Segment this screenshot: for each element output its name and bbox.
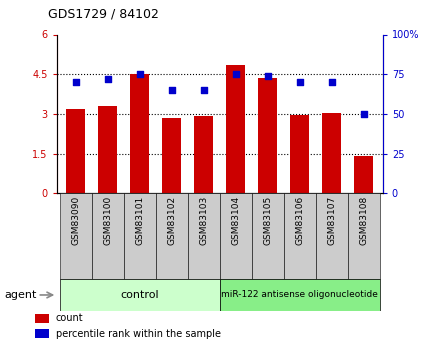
Text: GSM83105: GSM83105	[263, 196, 272, 245]
Text: GSM83101: GSM83101	[135, 196, 144, 245]
Point	[136, 71, 143, 77]
Text: percentile rank within the sample: percentile rank within the sample	[56, 329, 220, 339]
FancyBboxPatch shape	[59, 193, 92, 279]
Bar	[257, 78, 276, 193]
FancyBboxPatch shape	[187, 193, 219, 279]
FancyBboxPatch shape	[315, 193, 347, 279]
Text: GDS1729 / 84102: GDS1729 / 84102	[48, 8, 158, 21]
Bar	[289, 115, 309, 193]
Point	[232, 71, 239, 77]
Point	[200, 87, 207, 93]
Bar	[226, 65, 245, 193]
Bar	[35, 329, 49, 338]
Point	[359, 111, 366, 117]
FancyBboxPatch shape	[251, 193, 283, 279]
Text: GSM83104: GSM83104	[230, 196, 240, 245]
FancyBboxPatch shape	[347, 193, 379, 279]
Point	[72, 79, 79, 85]
Bar	[66, 109, 85, 193]
FancyBboxPatch shape	[92, 193, 123, 279]
Text: GSM83100: GSM83100	[103, 196, 112, 245]
Point	[296, 79, 302, 85]
Bar	[162, 118, 181, 193]
Text: GSM83090: GSM83090	[71, 196, 80, 245]
Bar	[194, 117, 213, 193]
Bar	[353, 156, 372, 193]
Bar	[321, 112, 340, 193]
FancyBboxPatch shape	[219, 193, 251, 279]
Text: GSM83102: GSM83102	[167, 196, 176, 245]
Point	[104, 76, 111, 82]
FancyBboxPatch shape	[155, 193, 187, 279]
Text: GSM83103: GSM83103	[199, 196, 208, 245]
Point	[263, 73, 270, 79]
FancyBboxPatch shape	[123, 193, 155, 279]
Text: GSM83106: GSM83106	[294, 196, 303, 245]
Bar	[35, 314, 49, 323]
Text: count: count	[56, 313, 83, 323]
Text: control: control	[120, 290, 159, 300]
FancyBboxPatch shape	[283, 193, 315, 279]
Point	[168, 87, 175, 93]
Point	[327, 79, 334, 85]
Text: GSM83107: GSM83107	[326, 196, 335, 245]
Bar	[130, 74, 149, 193]
Bar	[98, 106, 117, 193]
Text: agent: agent	[4, 290, 36, 300]
Text: miR-122 antisense oligonucleotide: miR-122 antisense oligonucleotide	[221, 290, 377, 299]
FancyBboxPatch shape	[59, 279, 219, 311]
FancyBboxPatch shape	[219, 279, 379, 311]
Text: GSM83108: GSM83108	[358, 196, 367, 245]
